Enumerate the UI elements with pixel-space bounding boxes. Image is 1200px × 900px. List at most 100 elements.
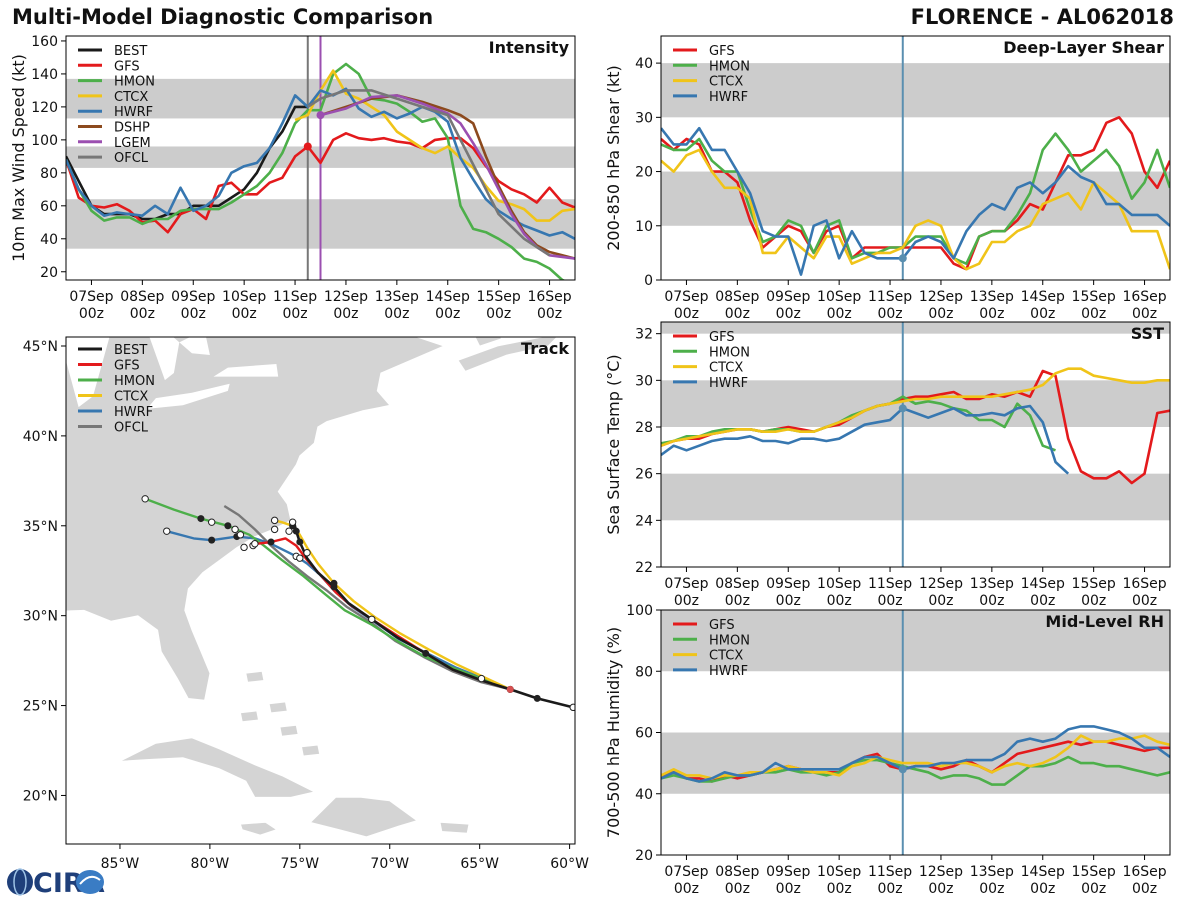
- current-point-marker: [303, 142, 312, 151]
- track-point-filled: [292, 527, 300, 535]
- x-tick-day: 13Sep: [970, 289, 1014, 305]
- x-tick-hour: 00z: [979, 306, 1004, 322]
- series-ctcx-line: [294, 69, 575, 222]
- x-tick-hour: 00z: [1030, 593, 1055, 609]
- panel-label: SST: [1131, 324, 1164, 343]
- y-tick-label: 60: [635, 726, 653, 742]
- x-tick-day: 16Sep: [1122, 864, 1166, 880]
- land-bahamas-3: [279, 724, 299, 737]
- x-tick-hour: 00z: [725, 593, 750, 609]
- x-tick-day: 07Sep: [664, 864, 708, 880]
- legend-label-ctcx: CTCX: [114, 90, 148, 105]
- x-tick-hour: 00z: [1030, 306, 1055, 322]
- track-point-filled: [197, 515, 205, 523]
- x-tick-day: 14Sep: [1021, 576, 1065, 592]
- legend-label-hwrf: HWRF: [709, 90, 748, 105]
- track-hwrf-line: [166, 530, 511, 691]
- track-point-open: [270, 516, 279, 525]
- legend-label-hmon: HMON: [709, 59, 750, 74]
- series-hwrf-line: [661, 404, 1070, 475]
- x-tick-hour: 00z: [928, 881, 953, 897]
- legend-label-gfs: GFS: [709, 44, 735, 59]
- x-tick-hour: 00z: [877, 306, 902, 322]
- track-point-filled: [296, 538, 304, 546]
- logo-swirl-icon: [76, 870, 104, 894]
- x-tick-hour: 00z: [979, 881, 1004, 897]
- track-point-filled: [267, 538, 275, 546]
- x-tick-day: 09Sep: [171, 289, 215, 305]
- legend-label-hwrf: HWRF: [709, 376, 748, 391]
- x-tick-hour: 00z: [181, 306, 206, 322]
- x-tick-day: 09Sep: [766, 864, 810, 880]
- x-tick-hour: 00z: [1132, 881, 1157, 897]
- series-ctcx-line: [661, 734, 1170, 780]
- lon-tick-label: 60°W: [550, 856, 589, 872]
- y-axis-label: 200-850 hPa Shear (kt): [604, 65, 623, 251]
- legend-label-hmon: HMON: [114, 374, 155, 389]
- y-axis-label: 10m Max Wind Speed (kt): [9, 54, 28, 262]
- y-tick-label: 30: [635, 110, 653, 126]
- x-tick-hour: 00z: [232, 306, 257, 322]
- y-tick-label: 32: [635, 327, 653, 343]
- y-tick-label: 10: [635, 219, 653, 235]
- series-hmon-line: [66, 62, 566, 280]
- x-tick-day: 15Sep: [1072, 289, 1116, 305]
- legend-label-lgem: LGEM: [114, 136, 151, 151]
- legend-label-best: BEST: [114, 343, 147, 358]
- cira-logo: CIRA: [7, 868, 105, 899]
- panel-label: Track: [521, 339, 569, 358]
- legend-label-gfs: GFS: [114, 359, 140, 374]
- storm-name: FLORENCE - AL062018: [910, 5, 1174, 29]
- track-point-filled: [330, 579, 338, 587]
- x-tick-hour: 00z: [776, 593, 801, 609]
- plot-frame: [65, 35, 576, 281]
- current-point-marker: [898, 404, 907, 413]
- series-ctcx-line: [661, 148, 1170, 271]
- legend-label-ofcl: OFCL: [114, 421, 149, 436]
- series-group: [661, 725, 1170, 786]
- figure-title: Multi-Model Diagnostic Comparison: [12, 5, 434, 29]
- x-tick-day: 07Sep: [664, 576, 708, 592]
- legend-label-gfs: GFS: [709, 330, 735, 345]
- y-tick-label: 100: [626, 603, 653, 619]
- x-tick-hour: 00z: [282, 306, 307, 322]
- x-tick-day: 10Sep: [817, 289, 861, 305]
- x-tick-day: 12Sep: [324, 289, 368, 305]
- x-tick-day: 16Sep: [1122, 576, 1166, 592]
- land-nova-scotia: [457, 337, 558, 372]
- logo-globe-icon: [7, 869, 33, 895]
- land-jamaica: [239, 821, 278, 836]
- legend-label-ctcx: CTCX: [709, 361, 743, 376]
- band-0: [661, 171, 1170, 226]
- x-tick-hour: 00z: [1132, 306, 1157, 322]
- lat-tick-label: 35°N: [23, 519, 58, 535]
- land-new-brunswick: [474, 337, 502, 347]
- x-tick-day: 14Sep: [1021, 864, 1065, 880]
- x-tick-hour: 00z: [1081, 306, 1106, 322]
- series-ctcx-line: [661, 367, 1170, 447]
- y-tick-label: 40: [40, 232, 58, 248]
- series-hwrf-line: [66, 87, 575, 240]
- y-tick-label: 22: [635, 560, 653, 576]
- plot-frame: [65, 336, 576, 845]
- y-tick-label: 30: [635, 373, 653, 389]
- series-group: [661, 367, 1170, 485]
- x-tick-day: 11Sep: [868, 289, 912, 305]
- lon-tick-label: 85°W: [101, 856, 140, 872]
- x-tick-hour: 00z: [674, 306, 699, 322]
- lon-tick-label: 80°W: [191, 856, 230, 872]
- land-group: [66, 337, 558, 838]
- series-group: [66, 62, 575, 280]
- series-gfs-line: [661, 116, 1170, 271]
- legend-label-ctcx: CTCX: [114, 390, 148, 405]
- track-ofcl-line: [223, 504, 511, 691]
- x-tick-day: 09Sep: [766, 289, 810, 305]
- y-tick-label: 60: [40, 199, 58, 215]
- y-tick-label: 100: [31, 133, 58, 149]
- legend-label-hmon: HMON: [114, 75, 155, 90]
- x-tick-day: 08Sep: [120, 289, 164, 305]
- y-tick-label: 40: [635, 787, 653, 803]
- x-tick-hour: 00z: [827, 881, 852, 897]
- series-hwrf-line: [661, 126, 1170, 276]
- x-tick-day: 16Sep: [527, 289, 571, 305]
